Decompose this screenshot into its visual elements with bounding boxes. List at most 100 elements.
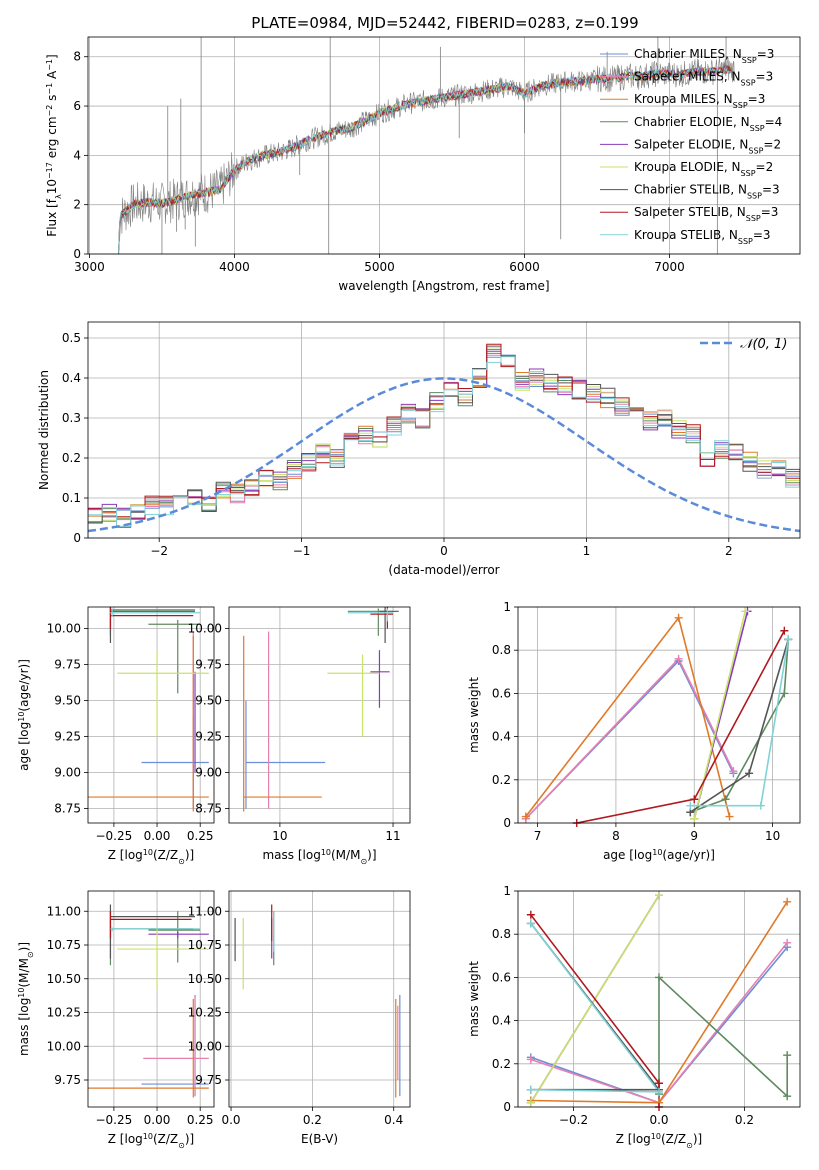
panel-age-weight: 7 8 9 10 0 0.2 0.4 0.6 0.8 1 age [log10(age/yr)] ma… <box>467 600 801 862</box>
tick-label-y: 9.50 <box>195 694 222 708</box>
tick-label-y: 0.3 <box>62 411 81 425</box>
panel-spectrum: 3000 4000 5000 6000 7000 0 2 4 6 8 wavelength [Ang… <box>45 36 801 293</box>
histogram-step <box>88 356 800 538</box>
tick-label-y: 9.25 <box>54 730 81 744</box>
weight-line <box>693 611 746 819</box>
weight-marker <box>674 613 683 622</box>
axes-frame <box>517 890 801 1108</box>
weight-marker <box>783 1051 792 1060</box>
tick-label-y: 0.6 <box>492 686 511 700</box>
weight-line <box>576 630 786 823</box>
tick-label-y: 8 <box>73 50 81 64</box>
histogram-step <box>88 354 800 538</box>
tick-label-y: 9.75 <box>54 1073 81 1087</box>
tick-label-y: 0 <box>73 247 81 261</box>
tick-label-y: 0.5 <box>62 331 81 345</box>
weight-marker <box>729 767 738 776</box>
weight-marker <box>780 689 789 698</box>
plot-area <box>234 904 401 1098</box>
tick-label-y: 10.75 <box>188 938 222 952</box>
axes-frame <box>228 606 411 824</box>
y-axis-label: mass [log10(M/M⊙)] <box>17 942 35 1056</box>
legend-label: Chabrier MILES, NSSP=3 <box>634 47 774 65</box>
tick-label-x: 0.0 <box>221 1113 240 1127</box>
tick-label-x: 2 <box>725 544 733 558</box>
tick-label-x: −2 <box>150 544 168 558</box>
tick-label-y: 4 <box>73 148 81 162</box>
weight-marker <box>686 801 695 810</box>
legend: Chabrier MILES, NSSP=3 Salpeter MILES, NS… <box>600 47 782 245</box>
tick-label-y: 0.4 <box>62 371 81 385</box>
tick-label-x: 3000 <box>74 260 105 274</box>
tick-label-x: 6000 <box>509 260 540 274</box>
tick-label-y: 0 <box>73 531 81 545</box>
weight-marker <box>784 635 793 644</box>
weight-line <box>530 914 660 1107</box>
y-axis-label: Normed distribution <box>37 370 51 490</box>
tick-label-x: 0.25 <box>187 1113 214 1127</box>
panel-Z-age: −0.25 0.00 0.25 8.75 9.00 9.25 9.50 9.75 10.00 Z … <box>17 606 215 866</box>
weight-marker <box>756 801 765 810</box>
panel-ebv-mass: 0.0 0.2 0.4 9.75 10.00 10.25 10.50 10.75 11.00 E(… <box>188 890 411 1146</box>
panel-mass-age: 10 11 8.75 9.00 9.25 9.50 9.75 10.00 mass [log10… <box>188 606 411 866</box>
tick-label-y: 0 <box>503 816 511 830</box>
legend-label: Salpeter ELODIE, NSSP=2 <box>634 137 781 155</box>
weight-marker <box>526 919 535 928</box>
weight-marker <box>721 795 730 804</box>
legend-label: Kroupa MILES, NSSP=3 <box>634 92 765 110</box>
tick-label-x: 7000 <box>654 260 685 274</box>
tick-label-x: 5000 <box>364 260 395 274</box>
tick-label-y: 0 <box>503 1100 511 1114</box>
gridlines <box>229 891 410 1107</box>
plot-area <box>88 607 209 812</box>
tick-label-y: 0.6 <box>492 970 511 984</box>
tick-label-y: 11.00 <box>47 904 81 918</box>
tick-label-y: 10.00 <box>188 1039 222 1053</box>
legend: 𝒩(0, 1) <box>700 337 787 352</box>
tick-label-y: 8.75 <box>195 802 222 816</box>
weight-marker <box>745 769 754 778</box>
gridlines <box>518 606 800 824</box>
tick-label-x: 11 <box>385 829 400 843</box>
y-axis-label: age [log10(age/yr)] <box>17 659 32 771</box>
tick-label-x: 0 <box>440 544 448 558</box>
y-axis-label: Flux [fλ10−17 erg cm−2 s−1 A−1] <box>45 54 63 236</box>
axes-frame <box>87 321 801 539</box>
tick-label-y: 2 <box>73 198 81 212</box>
y-axis-label: mass weight <box>467 961 481 1037</box>
tick-label-y: 9.50 <box>54 694 81 708</box>
tick-label-y: 9.00 <box>195 766 222 780</box>
tick-label-x: 7 <box>534 829 542 843</box>
tick-label-y: 10.50 <box>188 972 222 986</box>
x-axis-label: Z [log10(Z/Z⊙)] <box>108 1132 194 1150</box>
legend-label: Salpeter MILES, NSSP=3 <box>634 70 773 88</box>
tick-label-x: 0.2 <box>735 1113 754 1127</box>
tick-label-y: 0.4 <box>492 1014 511 1028</box>
weight-marker <box>783 897 792 906</box>
tick-label-x: −0.25 <box>95 829 132 843</box>
tick-label-y: 0.8 <box>492 643 511 657</box>
tick-label-y: 9.75 <box>195 1073 222 1087</box>
gridlines <box>229 607 410 823</box>
weight-marker <box>690 795 699 804</box>
plot-area <box>525 611 790 823</box>
panel-Z-weight: −0.2 0.0 0.2 0 0.2 0.4 0.6 0.8 1 Z [log10(Z/Z⊙)] m… <box>467 884 801 1150</box>
tick-label-y: 10.75 <box>47 938 81 952</box>
histogram-step <box>88 349 800 538</box>
legend-label: 𝒩(0, 1) <box>740 337 787 352</box>
weight-marker <box>690 814 699 823</box>
tick-label-x: 0.00 <box>144 829 171 843</box>
tick-label-y: 10.00 <box>188 622 222 636</box>
tick-label-y: 8.75 <box>54 802 81 816</box>
weight-marker <box>783 1092 792 1101</box>
model-spectrum-line <box>118 66 732 254</box>
weight-marker <box>741 607 750 616</box>
weight-line <box>525 659 735 820</box>
weight-marker <box>655 1079 663 1088</box>
tick-label-x: 4000 <box>219 260 250 274</box>
tick-label-x: −0.2 <box>559 1113 588 1127</box>
tick-label-y: 9.25 <box>195 730 222 744</box>
axes-frame <box>228 890 411 1108</box>
axes-frame <box>87 36 801 255</box>
tick-label-y: 10.00 <box>47 622 81 636</box>
